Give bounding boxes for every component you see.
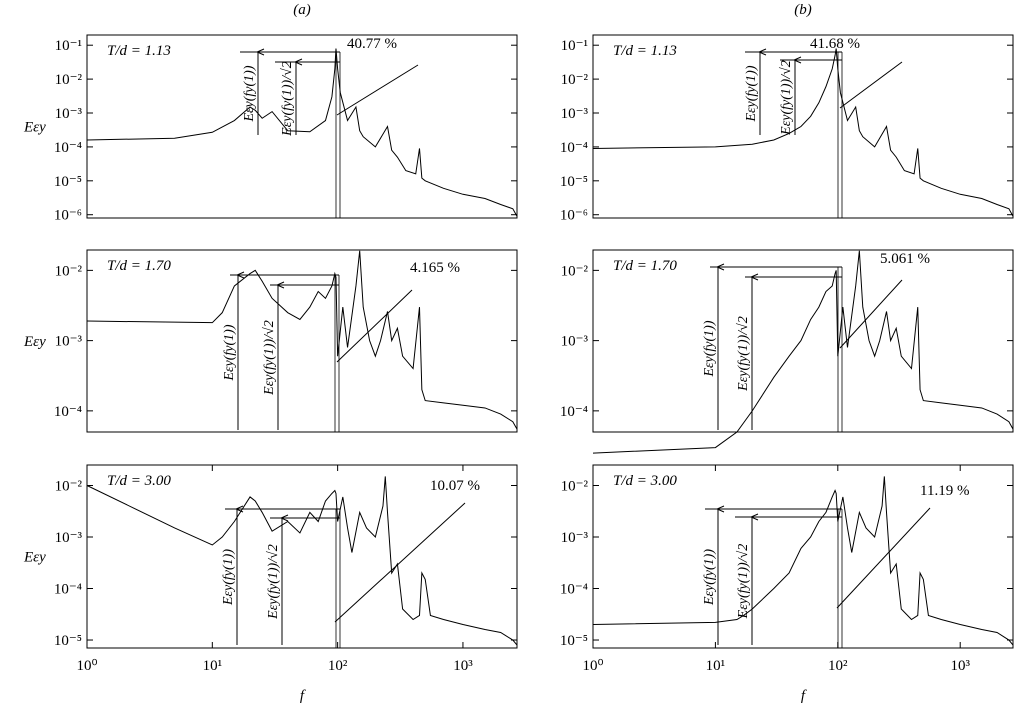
case-label: T/d = 1.13 [107,43,171,59]
y-tick-label: 10⁻⁴ [560,140,588,156]
y-tick-label: 10⁻⁴ [560,582,588,598]
y-tick-label: 10⁻⁶ [54,208,82,224]
y-tick-label: 10⁻² [561,263,589,279]
y-tick-label: 10⁻³ [55,334,83,350]
percent-label: 10.07 % [430,478,480,494]
x-axis-label: f [300,688,306,704]
peak-label: Eεy(fy(1)) [242,65,257,122]
x-tick-label: 10⁰ [582,658,603,674]
y-tick-label: 10⁻⁴ [54,140,82,156]
x-tick-label: 10⁰ [76,658,97,674]
y-tick-label: 10⁻³ [55,530,83,546]
plot-frame [592,464,1014,649]
half-peak-label: Eεy(fy(1))/√2 [736,544,751,620]
percent-label: 40.77 % [347,36,397,52]
x-tick-label: 10² [328,658,348,674]
percent-pointer [839,279,903,349]
y-tick-label: 10⁻⁶ [560,208,588,224]
y-axis-label: Eεy [23,120,46,136]
y-tick-label: 10⁻³ [561,106,589,122]
x-tick-label: 10¹ [706,658,726,674]
half-peak-label: Eεy(fy(1))/√2 [280,61,295,137]
percent-pointer [336,64,419,116]
half-peak-label: Eεy(fy(1))/√2 [266,544,281,620]
y-tick-label: 10⁻³ [55,106,83,122]
case-label: T/d = 1.70 [107,258,171,274]
y-tick-label: 10⁻⁵ [560,174,588,190]
plot-frame [592,34,1014,219]
y-tick-label: 10⁻¹ [561,38,588,54]
percent-label: 4.165 % [410,260,460,276]
y-tick-label: 10⁻⁴ [560,404,588,420]
y-tick-label: 10⁻⁵ [54,633,82,649]
y-tick-label: 10⁻² [561,478,589,494]
y-tick-label: 10⁻⁵ [560,633,588,649]
y-tick-label: 10⁻² [55,263,83,279]
y-axis-label: Eεy [23,334,46,350]
plot-frame [86,464,518,649]
y-tick-label: 10⁻² [561,72,589,88]
percent-pointer [839,61,903,109]
peak-label: Eεy(fy(1)) [702,549,717,606]
percent-label: 5.061 % [880,251,930,267]
half-peak-label: Eεy(fy(1))/√2 [736,316,751,392]
spectrum-line [86,48,518,217]
spectrum-line [592,48,1014,217]
percent-pointer [336,289,413,363]
spectrum-line [592,476,1014,646]
panel-title: (b) [794,2,812,18]
y-tick-label: 10⁻¹ [55,38,82,54]
percent-pointer [836,507,931,609]
percent-label: 41.68 % [810,36,860,52]
half-peak-label: Eεy(fy(1))/√2 [262,320,277,396]
y-tick-label: 10⁻³ [561,530,589,546]
x-axis-label: f [801,688,807,704]
y-tick-label: 10⁻³ [561,334,589,350]
case-label: T/d = 3.00 [107,473,171,489]
y-tick-label: 10⁻⁴ [54,404,82,420]
spectrum-line [592,250,1014,454]
panel-title: (a) [293,2,311,18]
x-tick-label: 10¹ [203,658,223,674]
case-label: T/d = 1.70 [613,258,677,274]
plot-frame [86,34,518,219]
y-axis-label: Eεy [23,550,46,566]
peak-label: Eεy(fy(1)) [222,324,237,381]
case-label: T/d = 3.00 [613,473,677,489]
half-peak-label: Eεy(fy(1))/√2 [779,60,794,136]
peak-label: Eεy(fy(1)) [221,549,236,606]
y-tick-label: 10⁻⁴ [54,582,82,598]
y-tick-label: 10⁻² [55,478,83,494]
y-tick-label: 10⁻² [55,72,83,88]
x-tick-label: 10³ [453,658,473,674]
case-label: T/d = 1.13 [613,43,677,59]
plot-frame [86,249,518,433]
y-tick-label: 10⁻⁵ [54,174,82,190]
spectrum-line [86,250,518,430]
spectrum-line [86,476,518,646]
peak-label: Eεy(fy(1)) [702,320,717,377]
x-tick-label: 10³ [950,658,970,674]
peak-label: Eεy(fy(1)) [744,65,759,122]
x-tick-label: 10² [828,658,848,674]
percent-pointer [334,502,466,623]
percent-label: 11.19 % [920,483,969,499]
